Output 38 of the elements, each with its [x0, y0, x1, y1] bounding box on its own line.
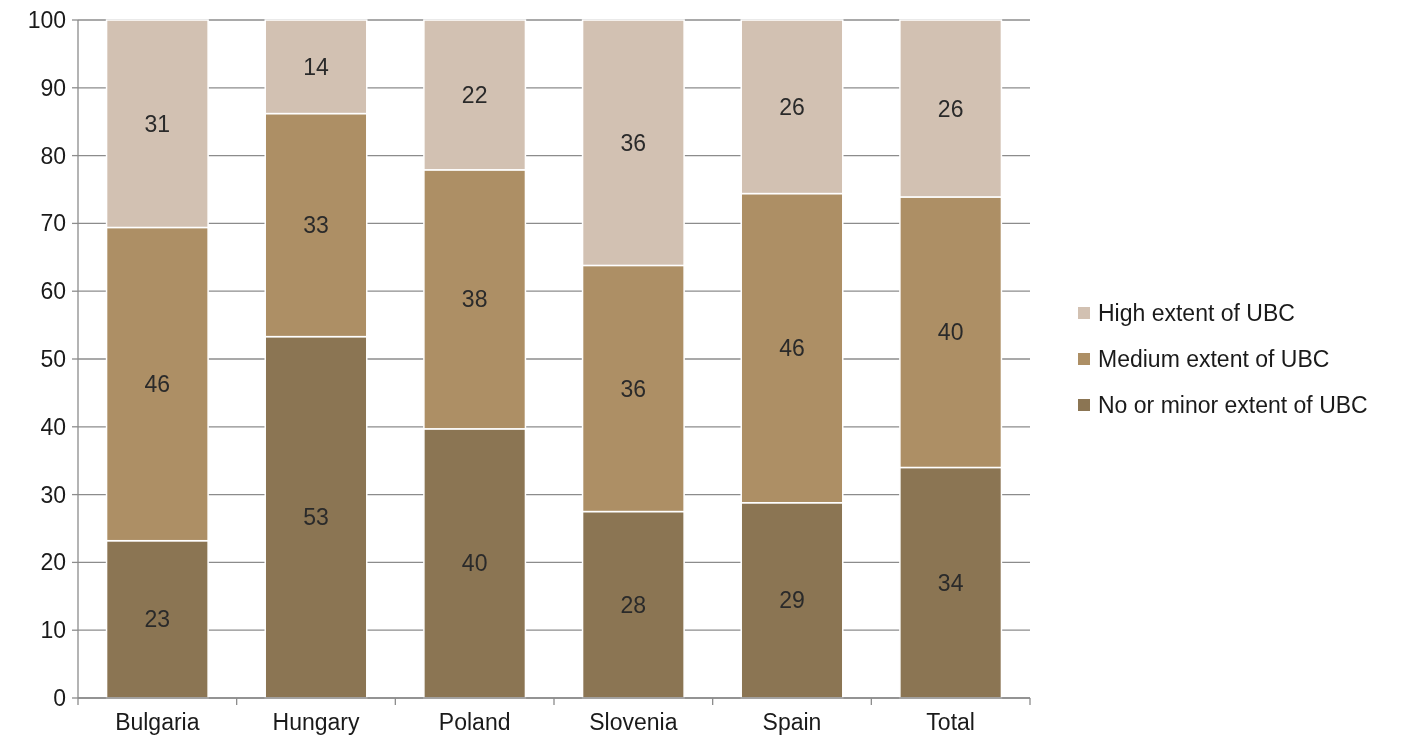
y-tick-label: 80 [40, 142, 66, 169]
y-tick-label: 70 [40, 210, 66, 237]
y-tick-label: 10 [40, 617, 66, 644]
y-tick-label: 40 [40, 413, 66, 440]
data-label: 33 [303, 212, 329, 239]
data-label: 36 [620, 375, 647, 402]
data-label: 26 [937, 95, 964, 122]
data-label: 40 [937, 319, 964, 346]
data-label: 46 [779, 335, 805, 362]
data-label: 23 [144, 606, 171, 633]
data-label: 46 [144, 371, 171, 398]
data-label: 40 [461, 550, 488, 577]
data-label: 22 [461, 81, 488, 108]
data-label: 14 [303, 53, 329, 80]
data-label: 38 [461, 286, 488, 313]
legend-label: No or minor extent of UBC [1098, 392, 1368, 419]
y-tick-label: 20 [40, 549, 66, 576]
data-label: 34 [937, 569, 964, 596]
y-tick-label: 30 [40, 481, 66, 508]
y-tick-label: 100 [27, 7, 66, 34]
x-tick-label: Slovenia [589, 709, 678, 735]
data-label: 31 [144, 110, 171, 137]
x-tick-label: Spain [762, 709, 822, 735]
x-tick-label: Bulgaria [115, 709, 200, 735]
x-tick-label: Hungary [272, 709, 360, 735]
x-tick-label: Poland [438, 709, 511, 735]
y-tick-label: 0 [53, 685, 66, 712]
data-label: 36 [620, 129, 647, 156]
data-label: 29 [779, 587, 805, 614]
y-tick-label: 90 [40, 74, 66, 101]
data-label: 53 [303, 504, 329, 531]
data-label: 26 [779, 93, 805, 120]
legend-label: High extent of UBC [1098, 300, 1295, 327]
legend-label: Medium extent of UBC [1098, 346, 1330, 373]
data-label: 28 [620, 591, 647, 618]
x-tick-label: Total [926, 709, 975, 735]
y-tick-label: 60 [40, 278, 66, 305]
y-tick-label: 50 [40, 346, 66, 373]
